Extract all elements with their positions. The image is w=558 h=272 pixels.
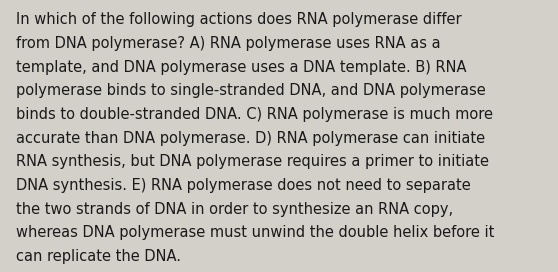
Text: RNA synthesis, but DNA polymerase requires a primer to initiate: RNA synthesis, but DNA polymerase requir… [16,154,489,169]
Text: from DNA polymerase? A) RNA polymerase uses RNA as a: from DNA polymerase? A) RNA polymerase u… [16,36,440,51]
Text: the two strands of DNA in order to synthesize an RNA copy,: the two strands of DNA in order to synth… [16,202,453,217]
Text: accurate than DNA polymerase. D) RNA polymerase can initiate: accurate than DNA polymerase. D) RNA pol… [16,131,485,146]
Text: template, and DNA polymerase uses a DNA template. B) RNA: template, and DNA polymerase uses a DNA … [16,60,466,75]
Text: DNA synthesis. E) RNA polymerase does not need to separate: DNA synthesis. E) RNA polymerase does no… [16,178,470,193]
Text: can replicate the DNA.: can replicate the DNA. [16,249,181,264]
Text: whereas DNA polymerase must unwind the double helix before it: whereas DNA polymerase must unwind the d… [16,225,494,240]
Text: polymerase binds to single-stranded DNA, and DNA polymerase: polymerase binds to single-stranded DNA,… [16,83,485,98]
Text: In which of the following actions does RNA polymerase differ: In which of the following actions does R… [16,12,461,27]
Text: binds to double-stranded DNA. C) RNA polymerase is much more: binds to double-stranded DNA. C) RNA pol… [16,107,493,122]
